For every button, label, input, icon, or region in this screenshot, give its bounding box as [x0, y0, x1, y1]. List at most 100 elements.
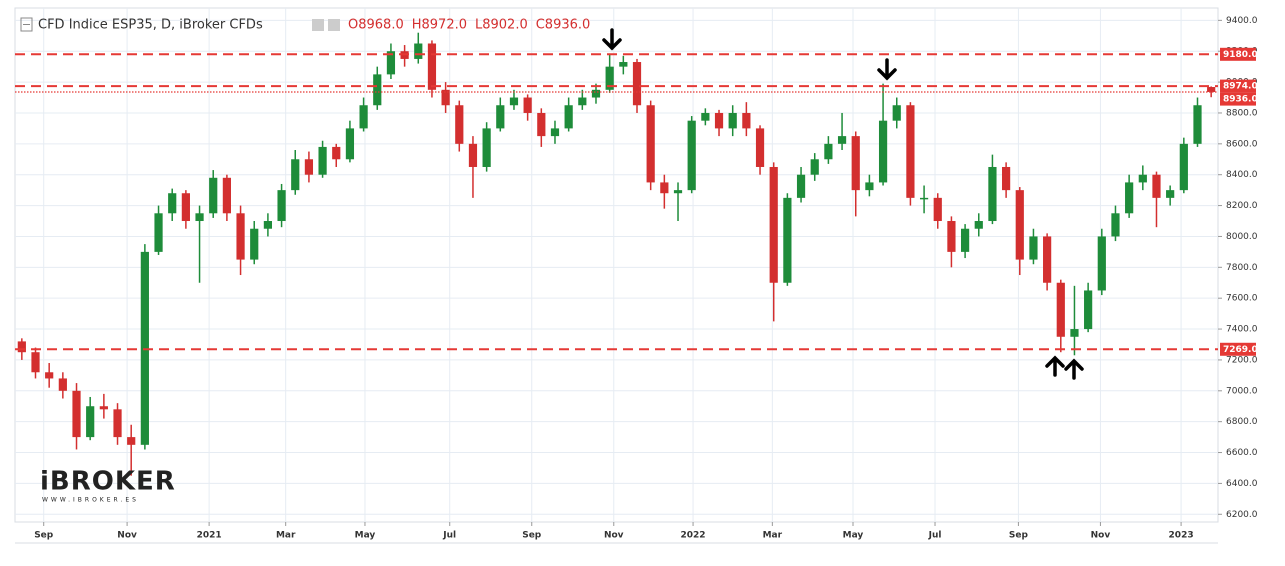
candle-body — [441, 89, 450, 106]
plot-area — [14, 7, 1219, 523]
candle-body — [550, 128, 560, 137]
candle-body — [701, 112, 710, 121]
candle-body — [947, 221, 956, 252]
candle-body — [17, 341, 26, 353]
level-label-box — [1220, 342, 1256, 356]
candle-body — [988, 166, 997, 222]
icon[interactable] — [312, 19, 324, 31]
candle-body — [373, 74, 382, 106]
candle-body — [714, 112, 724, 129]
candle-body — [58, 378, 67, 391]
candle-body — [1070, 329, 1079, 337]
candle-body — [99, 406, 108, 410]
x-tick-label: Sep — [522, 531, 542, 541]
x-tick-label: 2022 — [681, 531, 706, 541]
collapse-icon[interactable] — [20, 17, 33, 32]
arrow-down — [877, 58, 897, 81]
y-tick-label: 7800.0 — [1226, 263, 1258, 273]
candle-body — [578, 97, 587, 106]
arrow-up — [1045, 355, 1065, 377]
candle-body — [318, 146, 327, 175]
y-tick-label: 8800.0 — [1226, 108, 1258, 118]
candle-body — [304, 159, 314, 175]
candle-body — [509, 97, 519, 106]
candle-body — [291, 159, 300, 191]
y-tick-label: 9400.0 — [1226, 16, 1258, 26]
y-tick-label: 7600.0 — [1226, 294, 1258, 304]
candle-body — [427, 43, 437, 90]
candle-body — [72, 390, 81, 438]
candle-body — [222, 177, 231, 214]
y-tick-label: 7200.0 — [1226, 355, 1258, 365]
x-tick-label: Mar — [763, 531, 783, 541]
candle-body — [1015, 190, 1024, 260]
y-tick-label: 8200.0 — [1226, 201, 1258, 211]
x-tick-label: 2023 — [1169, 531, 1194, 541]
levels: 9180.0 8974.0 8936.0 7269.0 — [15, 47, 1258, 356]
candle-body — [127, 437, 136, 445]
candle-body — [851, 136, 860, 191]
ohlc: O8968.0 H8972.0 L8902.0 C8936.0 — [348, 18, 590, 33]
candle-body — [1193, 105, 1202, 144]
candle-body — [687, 120, 696, 191]
candle-body — [742, 112, 751, 129]
y-tick-label: 7400.0 — [1226, 325, 1258, 335]
candle-body — [277, 190, 286, 222]
candle-body — [960, 228, 970, 252]
candle-body — [482, 128, 491, 167]
candle-body — [45, 372, 54, 379]
candle-body — [769, 166, 778, 283]
candle-body — [209, 177, 218, 214]
candle-body — [632, 62, 642, 106]
x-tick-label: Nov — [604, 531, 624, 541]
candle-body — [796, 174, 806, 198]
x-tick-label: Jul — [442, 531, 456, 541]
candle-body — [564, 105, 573, 129]
candle-body — [1002, 166, 1011, 191]
chart-title: CFD Indice ESP35, D, iBroker CFDs — [38, 18, 263, 33]
x-tick-label: Nov — [117, 531, 137, 541]
level-label: 7269.0 — [1223, 345, 1258, 355]
x-tick-label: Nov — [1091, 531, 1111, 541]
candle-body — [31, 352, 40, 373]
candle-body — [1125, 182, 1134, 214]
y-tick-label: 6800.0 — [1226, 417, 1258, 427]
candle-body — [250, 228, 259, 260]
candle-body — [1097, 236, 1106, 291]
ohlc-label: C8936.0 — [536, 18, 591, 33]
candle-body — [181, 193, 190, 222]
candle-body — [810, 159, 819, 175]
candle-body — [496, 105, 505, 129]
candle-body — [837, 136, 847, 144]
candle-body — [1152, 174, 1161, 198]
candle-body — [263, 221, 273, 229]
x-tick-label: May — [843, 531, 864, 541]
ohlc-label: H8972.0 — [412, 18, 467, 33]
candle-body — [345, 128, 355, 160]
candle-body — [537, 112, 546, 137]
candle-body — [1166, 190, 1175, 198]
icon[interactable] — [328, 19, 340, 31]
arrow-down — [602, 28, 622, 51]
y-tick-label: 6600.0 — [1226, 448, 1258, 458]
candle-body — [1084, 290, 1093, 330]
candle-body — [865, 182, 874, 191]
candle-body — [783, 197, 792, 283]
candle-body — [523, 97, 532, 113]
y-tick-label: 6200.0 — [1226, 510, 1258, 520]
y-tick-label: 8400.0 — [1226, 170, 1258, 180]
candle-body — [1029, 236, 1038, 260]
y-tick-label: 6400.0 — [1226, 479, 1258, 489]
x-tick-label: Sep — [1009, 531, 1029, 541]
y-tick-label: 8000.0 — [1226, 232, 1258, 242]
candle-body — [414, 43, 423, 59]
candle-body — [1138, 174, 1147, 183]
candle-body — [332, 146, 341, 160]
candle-body — [1043, 236, 1052, 283]
candle-body — [673, 190, 683, 194]
y-tick-label: 7000.0 — [1226, 386, 1258, 396]
candle-body — [892, 105, 901, 121]
candle-body — [1179, 143, 1188, 191]
